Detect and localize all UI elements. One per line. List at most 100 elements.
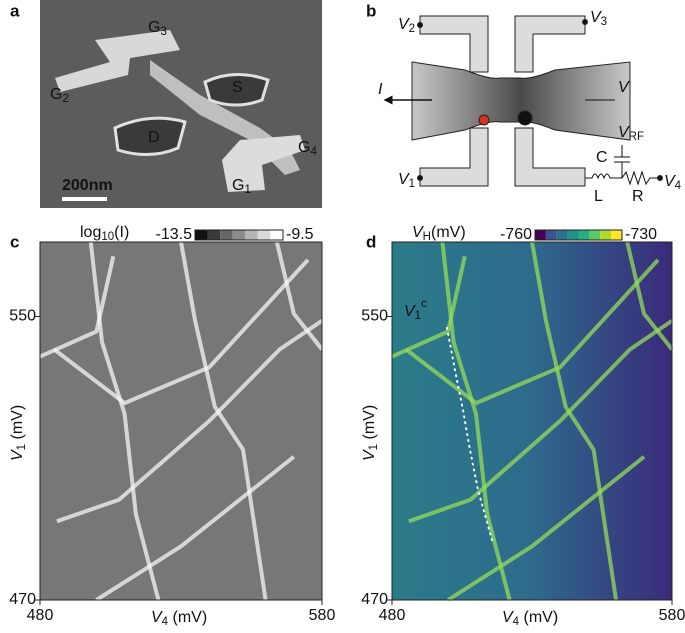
label-rest: (I) — [114, 224, 129, 241]
label-main: G — [148, 19, 160, 36]
transition-line — [88, 241, 161, 601]
x-tick-label: 480 — [379, 607, 406, 624]
device-schematic — [383, 15, 663, 187]
scale-bar-label: 200nm — [62, 177, 113, 194]
y-tick-label: 550 — [361, 308, 388, 325]
heatmap-d — [392, 242, 672, 600]
label-main: S — [232, 79, 243, 96]
label-rest: (mV) — [431, 224, 466, 241]
label-main: G — [232, 177, 244, 194]
label-main: V — [361, 449, 378, 461]
circuit-label: I — [378, 81, 383, 98]
label-sub: 1 — [409, 178, 415, 190]
colorbar-frame — [534, 229, 623, 241]
label-main: log — [80, 224, 101, 241]
circuit-label: V — [618, 79, 630, 96]
label-main: G — [50, 86, 62, 103]
circuit-label: L — [594, 188, 603, 205]
label-main: V — [590, 9, 602, 26]
label-sub: 2 — [409, 23, 415, 35]
circuit-label: V4 — [664, 173, 682, 192]
colorbar-segment — [245, 230, 258, 240]
label-main: V — [151, 609, 163, 626]
transition-line — [404, 258, 660, 406]
transition-line — [39, 255, 116, 359]
label-main: V — [398, 16, 410, 33]
circuit-label: R — [632, 188, 644, 205]
colorbar-segment — [195, 230, 208, 240]
colorbar-label: VH(mV) — [412, 224, 466, 243]
transition-line — [179, 241, 268, 601]
colorbar-segment — [578, 230, 590, 240]
colorbar-segment — [257, 230, 271, 240]
circuit-label: V1 — [398, 171, 415, 190]
transition-line — [52, 258, 310, 406]
label-main: V — [404, 303, 416, 320]
label-rest: (mV) — [9, 405, 26, 444]
label-main: L — [594, 188, 603, 205]
transition-line — [440, 241, 512, 601]
label-main: C — [596, 149, 608, 166]
label-sub: 1 — [16, 444, 28, 450]
annotation: V1c — [404, 298, 427, 322]
transition-line — [625, 241, 674, 351]
label-rest: (mV) — [519, 609, 558, 626]
transition-line — [95, 455, 296, 602]
label-sup: c — [421, 298, 427, 310]
label-sub: RF — [629, 131, 644, 143]
colorbar-max: -9.5 — [286, 226, 314, 243]
transition-line — [391, 255, 467, 359]
label-main: I — [378, 81, 383, 98]
x-tick-label: 480 — [27, 607, 54, 624]
label-sub: 4 — [162, 616, 169, 628]
label-sub: 2 — [62, 93, 68, 105]
label-main: V — [618, 79, 630, 96]
colorbar-max: -730 — [625, 226, 657, 243]
electrode-label: G1 — [232, 177, 251, 196]
circuit-label: V2 — [398, 16, 415, 35]
transition-line — [274, 241, 324, 351]
x-tick-label: 580 — [659, 607, 685, 624]
plot-frame — [39, 241, 323, 601]
colorbar-segment — [611, 230, 622, 240]
label-main: V — [502, 609, 514, 626]
label-main: V — [398, 171, 410, 188]
label-rest: (mV) — [168, 609, 207, 626]
label-main: V — [618, 124, 630, 141]
y-tick-label: 470 — [361, 591, 388, 608]
label-sub: 1 — [368, 444, 380, 450]
x-tick-label: 580 — [309, 607, 336, 624]
colorbar-segment — [567, 230, 579, 240]
y-axis-label: V1 (mV) — [361, 405, 380, 461]
label-sub: 3 — [160, 26, 166, 38]
label-sub: H — [423, 231, 431, 243]
label-main: V — [9, 449, 26, 461]
y-tick-label: 470 — [9, 591, 36, 608]
electrode-label: G4 — [298, 139, 317, 158]
transition-line — [446, 455, 646, 602]
electrode-label: D — [148, 129, 160, 146]
colorbar-min: -13.5 — [156, 226, 193, 243]
transition-line — [408, 319, 674, 524]
label-sub: 3 — [601, 16, 607, 28]
label-sub: 4 — [675, 180, 682, 192]
colorbar-segment — [545, 230, 557, 240]
y-tick-label: 550 — [9, 308, 36, 325]
colorbar-segment — [556, 230, 568, 240]
colorbar-segment — [589, 230, 601, 240]
sem-image — [40, 0, 322, 208]
label-main: G — [298, 139, 310, 156]
colorbar-min: -760 — [500, 226, 532, 243]
electrode-label: G2 — [50, 86, 69, 105]
colorbar-frame — [194, 229, 284, 241]
crossing-trace — [446, 327, 493, 541]
label-sub: 10 — [101, 231, 114, 243]
label-main: D — [148, 129, 160, 146]
label-sub: 1 — [244, 184, 250, 196]
label-sub: 4 — [513, 616, 520, 628]
circuit-label: VRF — [618, 124, 644, 143]
circuit-label: C — [596, 149, 608, 166]
colorbar-segment — [207, 230, 221, 240]
